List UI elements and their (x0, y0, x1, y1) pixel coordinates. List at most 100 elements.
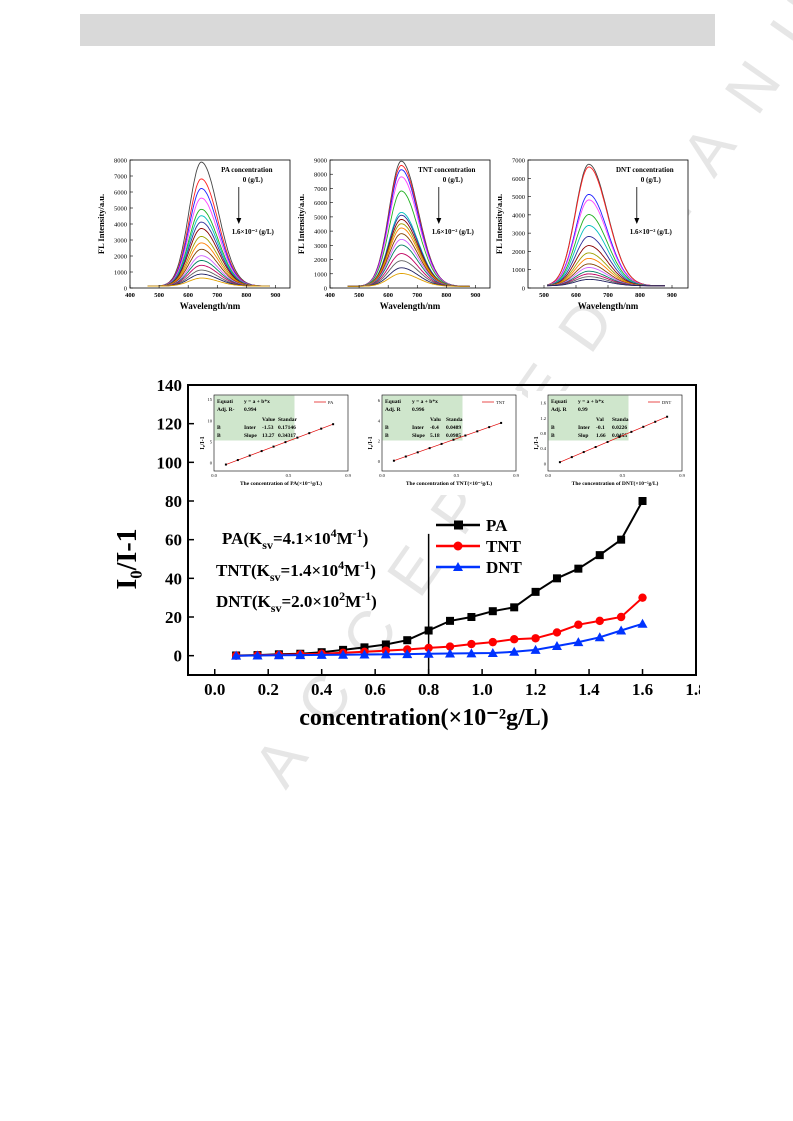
x-axis-title: Wavelength/nm (180, 301, 241, 311)
data-point-tnt (595, 616, 604, 626)
ksv-label-pa: PA(Ksv=4.1×104M-1) (222, 526, 368, 552)
inset-data-point (248, 454, 251, 457)
inset-table-cell: Inter (412, 425, 424, 431)
data-point-pa (510, 603, 519, 612)
annotation-title: DNT concentration (616, 166, 674, 174)
data-point-pa (446, 616, 455, 625)
x-tick-label: 0.8 (418, 680, 439, 699)
inset-table-cell: y = a + b*x (412, 399, 438, 405)
annotation-bottom: 1.6×10⁻² (g/L) (432, 228, 475, 236)
y-axis-title: I₀/I-1 (112, 528, 143, 589)
inset-frame (213, 394, 349, 472)
inset-y-tick-label: 0 (378, 459, 381, 464)
inset-table-cell: Adj. R- (217, 407, 235, 413)
x-tick-label: 500 (154, 292, 164, 299)
inset-y-tick-label: 15 (208, 397, 213, 402)
x-tick-label: 500 (354, 292, 364, 299)
inset-table-cell: Value (262, 417, 276, 423)
x-tick-label: 900 (471, 292, 481, 299)
x-tick-label: 1.0 (471, 680, 492, 699)
data-point-dnt (359, 649, 370, 659)
inset-data-point (464, 434, 467, 437)
inset-table-cell: Equati (385, 399, 401, 405)
data-point-dnt (380, 649, 391, 659)
annotation-top: 0 (g/L) (243, 176, 264, 184)
inset-y-axis-title: I₀/I-1 (534, 436, 540, 449)
ksv-label-dnt: DNT(Ksv=2.0×102M-1) (216, 589, 377, 615)
inset-table-cell: Slope (244, 433, 257, 439)
inset-table-cell: B (551, 425, 555, 431)
inset-table-cell: 0.0985 (446, 433, 461, 439)
inset-y-tick-label: 1.2 (540, 416, 546, 421)
x-tick-label: 1.2 (525, 680, 546, 699)
inset-fit-line (225, 423, 334, 465)
inset-x-tick-label: 0.0 (211, 473, 217, 478)
data-point-pa (424, 626, 433, 635)
data-point-dnt (530, 644, 541, 654)
inset-fit-line (393, 422, 502, 462)
inset-data-point (476, 430, 479, 433)
y-tick-label: 4000 (512, 212, 525, 219)
y-tick-label: 5000 (114, 206, 127, 213)
inset-data-point (392, 459, 395, 462)
y-tick-label: 3000 (314, 243, 327, 250)
inset-table-cell: y = a + b*x (244, 399, 270, 405)
data-point-pa (360, 643, 369, 652)
inset-data-point (440, 442, 443, 445)
data-point-dnt (231, 650, 242, 660)
inset-y-axis-title: I₀/I-1 (368, 436, 374, 449)
inset-x-tick-label: 0.9 (679, 473, 685, 478)
inset-y-tick-label: 1.6 (540, 401, 546, 406)
data-point-dnt (445, 648, 456, 658)
legend-label: TNT (486, 537, 522, 556)
inset-table-cell: 0.0226 (612, 425, 627, 431)
y-tick-label: 7000 (314, 186, 327, 193)
data-point-dnt (423, 648, 434, 658)
y-tick-label: 140 (157, 376, 183, 395)
x-tick-label: 0.2 (258, 680, 279, 699)
annotation-top: 0 (g/L) (443, 176, 464, 184)
data-point-dnt (594, 632, 605, 642)
inset-table-cell: 0.0489 (446, 425, 461, 431)
annotation-title: TNT concentration (418, 166, 475, 174)
data-point-tnt (574, 620, 583, 629)
inset-y-tick-label: 10 (208, 418, 213, 423)
inset-data-point (606, 440, 609, 443)
y-tick-label: 20 (165, 608, 182, 627)
y-axis-title: FL Intensity/a.u. (296, 194, 306, 254)
inset-y-tick-label: 0.4 (540, 446, 546, 451)
inset-y-tick-label: 0 (210, 461, 213, 466)
y-tick-label: 1000 (512, 267, 525, 274)
inset-table-cell: Equati (551, 399, 567, 405)
inset-table-cell: -0.4 (430, 425, 439, 431)
x-tick-label: 700 (412, 292, 422, 299)
y-tick-label: 7000 (114, 174, 127, 181)
x-tick-label: 900 (667, 292, 677, 299)
inset-x-tick-label: 0.5 (620, 473, 626, 478)
annotation-title: PA concentration (221, 166, 272, 174)
inset-data-point (654, 420, 657, 423)
legend-label: DNT (486, 558, 523, 577)
data-point-tnt (509, 635, 519, 644)
x-tick-label: 600 (571, 292, 581, 299)
y-tick-label: 120 (157, 415, 183, 434)
inset-table-box (548, 395, 629, 441)
data-point-dnt (402, 649, 413, 659)
data-point-dnt (487, 647, 498, 657)
inset-table-cell: -1.53 (262, 425, 274, 431)
legend-marker (454, 520, 463, 530)
spectra-panel-tnt: 0 1000 2000 3000 4000 5000 6000 7000 8000 9000 400… (296, 158, 491, 311)
inset-legend-label: TNT (496, 400, 505, 405)
x-tick-label: 500 (539, 292, 549, 299)
inset-x-tick-label: 0.5 (286, 473, 292, 478)
y-tick-label: 6000 (114, 190, 127, 197)
inset-data-point (500, 421, 503, 424)
inset-x-axis-title: The concentration of PA(×10⁻²g/L) (240, 480, 322, 487)
inset-table-cell: 0.996 (412, 407, 425, 413)
inset-table-cell: B (385, 433, 389, 439)
header-bar (80, 14, 715, 46)
data-point-dnt (551, 641, 562, 650)
annotation-top: 0 (g/L) (641, 176, 662, 184)
data-point-dnt (273, 650, 284, 660)
